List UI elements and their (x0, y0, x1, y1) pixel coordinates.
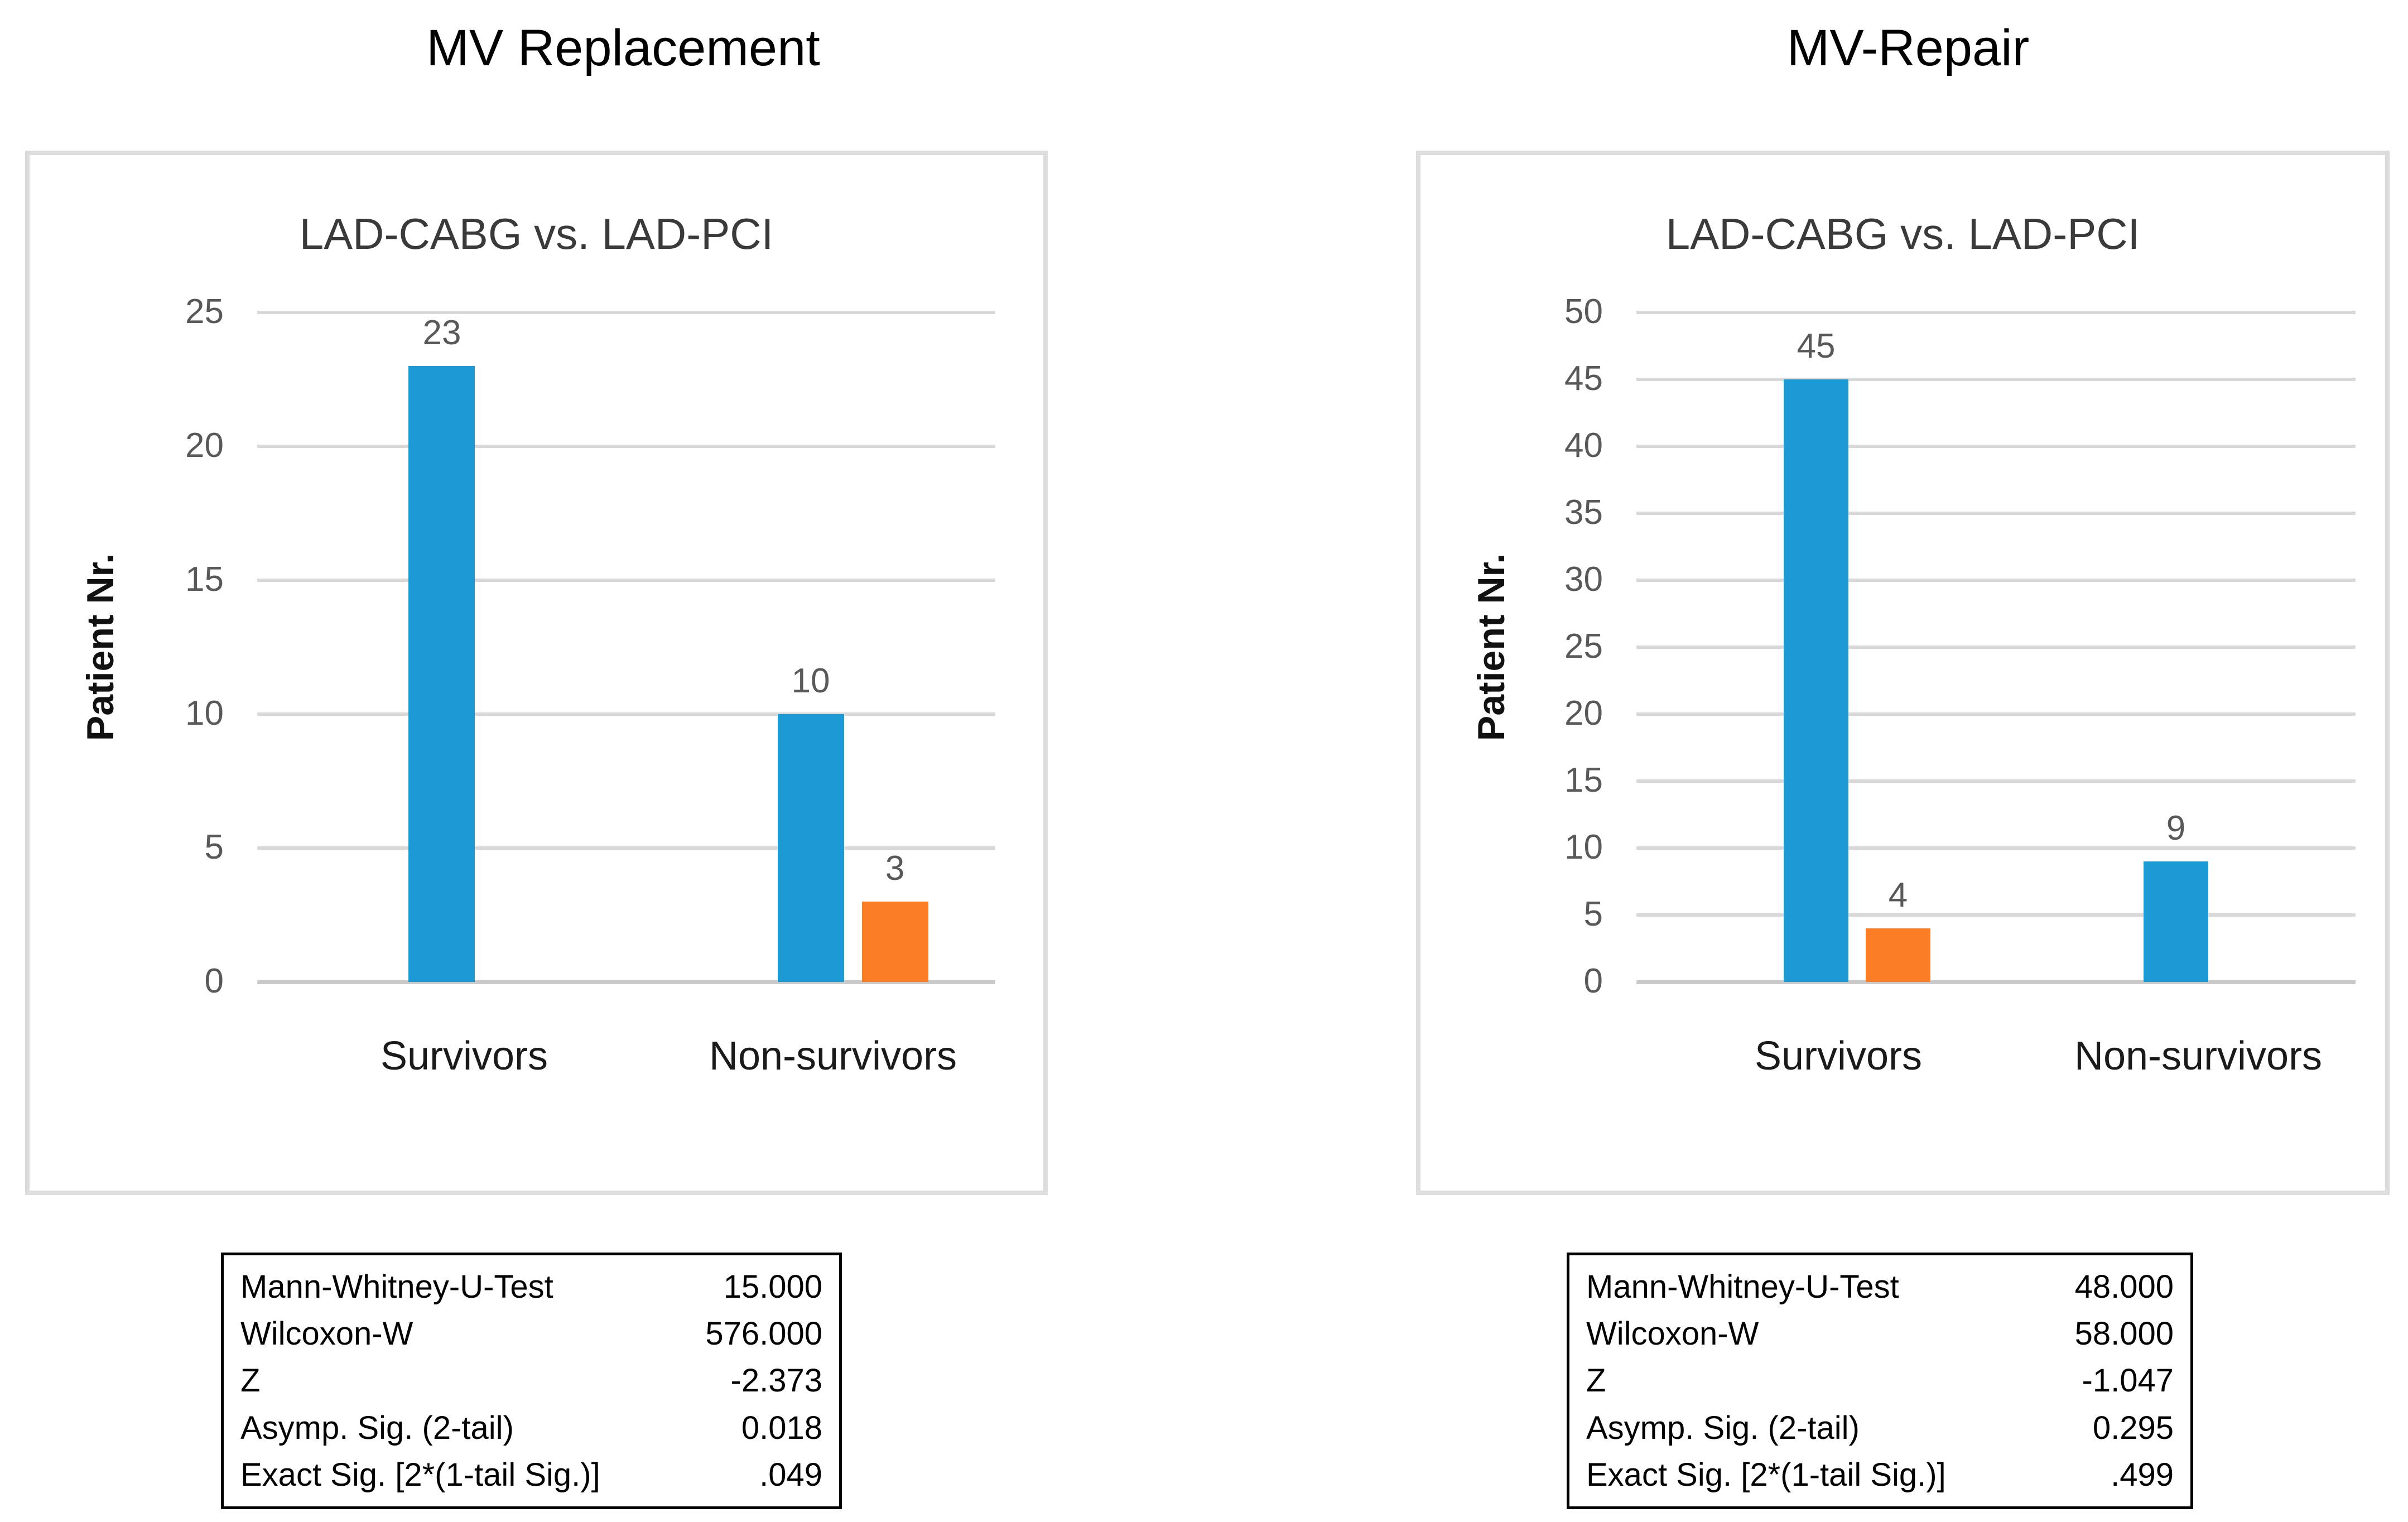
x-category-label: Survivors (1754, 1034, 1923, 1078)
stats-label: Z (1586, 1362, 1606, 1399)
y-tick-label: 25 (1564, 627, 1603, 666)
bar-value-label: 45 (1797, 327, 1836, 365)
gridline (257, 712, 995, 716)
stats-row: Asymp. Sig. (2-tail) 0.295 (1586, 1409, 2174, 1447)
plot-area: 0 5 10 15 20 25 Survivors 23 Non-survivors 10 3 (185, 292, 995, 1078)
y-tick-label: 10 (1564, 828, 1603, 867)
stats-row: Mann-Whitney-U-Test 15.000 (240, 1268, 822, 1306)
stats-row: Wilcoxon-W 576.000 (240, 1315, 822, 1352)
y-tick-label: 10 (185, 694, 224, 733)
x-category-label: Survivors (380, 1034, 548, 1078)
y-tick-label: 40 (1564, 426, 1603, 465)
stats-value: -1.047 (2082, 1362, 2174, 1399)
stats-row: Z -2.373 (240, 1362, 822, 1399)
gridline (1636, 311, 2356, 314)
gridline (1636, 779, 2356, 783)
plot-area: 0 5 10 15 20 25 30 35 40 45 50 Survivors 45 4 Non-surv… (1564, 292, 2356, 1078)
gridline (1636, 846, 2356, 850)
y-tick-label: 30 (1564, 560, 1603, 599)
gridline (1636, 378, 2356, 381)
y-axis-title: Patient Nr. (1470, 553, 1513, 741)
y-tick-label: 20 (185, 426, 224, 465)
chart-title: LAD-CABG vs. LAD-PCI (1665, 209, 2140, 258)
bar-non-survivors-series-blue (2144, 861, 2208, 982)
y-tick-label: 20 (1564, 694, 1603, 733)
y-tick-label: 5 (204, 828, 224, 867)
panel-title: MV Replacement (426, 20, 820, 76)
y-axis-title: Patient Nr. (79, 553, 122, 741)
gridline (257, 846, 995, 850)
stats-label: Asymp. Sig. (2-tail) (240, 1409, 514, 1446)
bar-survivors-series-blue (408, 366, 475, 982)
x-category-label: Non-survivors (709, 1034, 957, 1078)
gridline (1636, 646, 2356, 649)
stats-table: Mann-Whitney-U-Test 15.000 Wilcoxon-W 576.0… (221, 1253, 842, 1509)
panel-title: MV-Repair (1786, 20, 2030, 76)
chart-frame: LAD-CABG vs. LAD-PCI Patient Nr. 0 5 10 15 2… (1416, 151, 2390, 1195)
stats-label: Exact Sig. [2*(1-tail Sig.)] (1586, 1457, 1946, 1494)
bar-value-label: 4 (1888, 876, 1908, 914)
gridline (1636, 445, 2356, 448)
stats-value: -2.373 (730, 1362, 822, 1399)
stats-value: .049 (759, 1457, 822, 1494)
stats-label: Exact Sig. [2*(1-tail Sig.)] (240, 1457, 600, 1494)
stats-row: Exact Sig. [2*(1-tail Sig.)] .499 (1586, 1456, 2174, 1494)
gridline (257, 311, 995, 314)
stats-label: Wilcoxon-W (240, 1316, 413, 1352)
y-tick-label: 0 (204, 962, 224, 1001)
y-tick-label: 35 (1564, 493, 1603, 532)
chart-frame: LAD-CABG vs. LAD-PCI Patient Nr. 0 5 10 15 2… (25, 151, 1048, 1195)
bar-value-label: 23 (422, 314, 461, 352)
stats-label: Asymp. Sig. (2-tail) (1586, 1409, 1860, 1446)
bar-survivors-series-blue (1784, 379, 1848, 982)
stats-row: Z -1.047 (1586, 1362, 2174, 1399)
chart-title: LAD-CABG vs. LAD-PCI (299, 209, 774, 258)
stats-label: Mann-Whitney-U-Test (1586, 1268, 1899, 1305)
gridline (1636, 980, 2356, 984)
bar-survivors-series-orange (1866, 928, 1930, 982)
stats-value: 48.000 (2074, 1268, 2174, 1305)
gridline (1636, 913, 2356, 917)
bar-non-survivors-series-orange (862, 902, 928, 982)
y-tick-label: 15 (185, 560, 224, 599)
gridline (257, 980, 995, 984)
y-tick-label: 15 (1564, 761, 1603, 800)
bar-non-survivors-series-blue (778, 714, 844, 982)
bar-value-label: 10 (791, 662, 830, 700)
gridline (1636, 712, 2356, 716)
gridline (1636, 512, 2356, 515)
stats-value: 58.000 (2074, 1316, 2174, 1352)
bar-value-label: 9 (2166, 809, 2186, 847)
y-tick-label: 25 (185, 292, 224, 331)
gridline (257, 445, 995, 448)
stats-label: Mann-Whitney-U-Test (240, 1268, 553, 1305)
y-tick-label: 50 (1564, 292, 1603, 331)
stats-table: Mann-Whitney-U-Test 48.000 Wilcoxon-W 58.00… (1567, 1253, 2193, 1509)
bar-value-label: 3 (885, 849, 905, 888)
stats-value: 576.000 (705, 1316, 822, 1352)
stats-row: Asymp. Sig. (2-tail) 0.018 (240, 1409, 822, 1447)
stats-value: 0.018 (741, 1409, 822, 1446)
stats-row: Mann-Whitney-U-Test 48.000 (1586, 1268, 2174, 1306)
gridline (1636, 579, 2356, 582)
stats-label: Wilcoxon-W (1586, 1316, 1759, 1352)
stats-label: Z (240, 1362, 261, 1399)
gridline (257, 579, 995, 582)
x-category-label: Non-survivors (2074, 1034, 2323, 1078)
stats-value: 15.000 (723, 1268, 822, 1305)
y-tick-label: 5 (1583, 895, 1603, 934)
stats-row: Exact Sig. [2*(1-tail Sig.)] .049 (240, 1456, 822, 1494)
stats-value: .499 (2111, 1457, 2174, 1494)
y-tick-label: 45 (1564, 359, 1603, 398)
stats-row: Wilcoxon-W 58.000 (1586, 1315, 2174, 1352)
stats-value: 0.295 (2092, 1409, 2174, 1446)
y-tick-label: 0 (1583, 962, 1603, 1001)
